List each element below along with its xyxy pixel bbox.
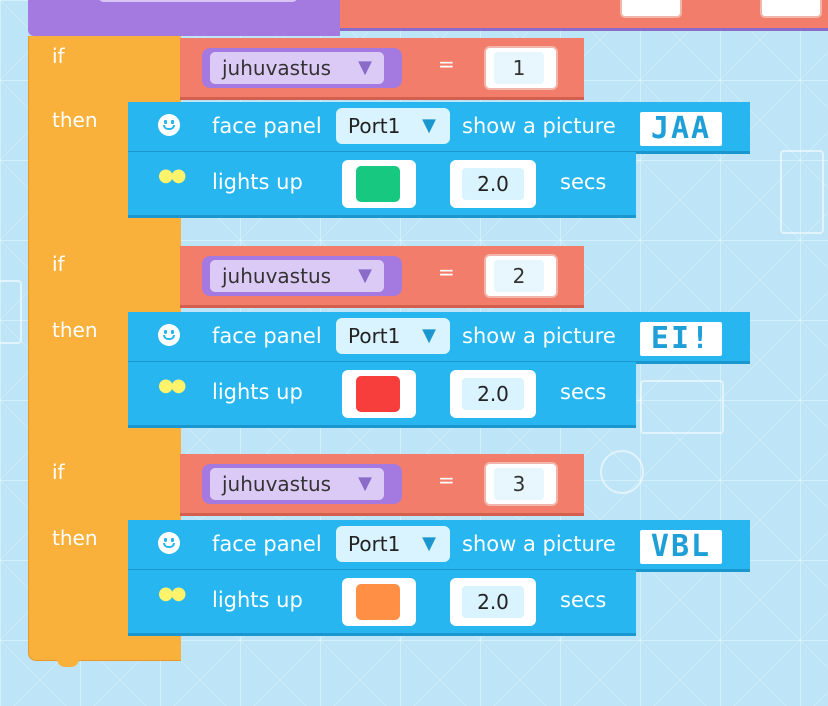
then-label: then (52, 318, 98, 342)
smiley-icon (158, 324, 180, 346)
variable-name: juhuvastus (222, 56, 332, 80)
bulbs-icon: ●● (158, 375, 186, 396)
duration-input[interactable]: 2.0 (462, 168, 524, 200)
value-slot[interactable]: 1 (484, 46, 558, 90)
color-swatch[interactable] (356, 584, 400, 620)
variable-dropdown[interactable]: juhuvastus ▼ (210, 468, 384, 500)
lights-up-block[interactable]: ●● lights up 2.0 secs (128, 362, 636, 428)
variable-name: juhuvastus (222, 472, 332, 496)
port-dropdown[interactable]: Port1 ▼ (336, 108, 450, 144)
duration-slot[interactable]: 2.0 (450, 160, 536, 208)
value-input[interactable]: 1 (494, 52, 544, 84)
secs-label: secs (560, 380, 607, 404)
secs-label: secs (560, 170, 607, 194)
decoration (600, 450, 644, 494)
lights-up-label: lights up (212, 380, 303, 404)
show-picture-label: show a picture (462, 114, 616, 138)
variable-block[interactable]: juhuvastus ▼ (202, 464, 402, 504)
face-panel-label: face panel (212, 114, 322, 138)
if-label: if (52, 44, 65, 68)
lights-up-block[interactable]: ●● lights up 2.0 secs (128, 570, 636, 636)
face-panel-block[interactable]: face panel Port1 ▼ show a picture JAA (128, 102, 750, 154)
color-slot[interactable] (342, 578, 416, 626)
value-input[interactable]: 2 (494, 260, 544, 292)
lights-up-block[interactable]: ●● lights up 2.0 secs (128, 152, 636, 218)
duration-input[interactable]: 2.0 (462, 586, 524, 618)
color-slot[interactable] (342, 370, 416, 418)
picture-field[interactable]: VBL (640, 530, 722, 564)
condition-block[interactable]: juhuvastus ▼ = 1 (180, 38, 584, 100)
previous-slot[interactable] (760, 0, 822, 18)
condition-block[interactable]: juhuvastus ▼ = 3 (180, 454, 584, 516)
triangle-down-icon: ▼ (422, 533, 436, 554)
value-slot[interactable]: 2 (484, 254, 558, 298)
if-label: if (52, 252, 65, 276)
decoration (780, 150, 824, 234)
bulbs-icon: ●● (158, 165, 186, 186)
port-value: Port1 (348, 532, 401, 556)
color-slot[interactable] (342, 160, 416, 208)
triangle-down-icon: ▼ (358, 265, 372, 286)
duration-slot[interactable]: 2.0 (450, 370, 536, 418)
block-notch (57, 659, 79, 667)
variable-name: juhuvastus (222, 264, 332, 288)
triangle-down-icon: ▼ (422, 325, 436, 346)
face-panel-block[interactable]: face panel Port1 ▼ show a picture EI! (128, 312, 750, 364)
port-value: Port1 (348, 114, 401, 138)
show-picture-label: show a picture (462, 324, 616, 348)
face-panel-block[interactable]: face panel Port1 ▼ show a picture VBL (128, 520, 750, 572)
decoration (0, 280, 22, 344)
value-slot[interactable]: 3 (484, 462, 558, 506)
picture-field[interactable]: EI! (640, 322, 722, 356)
lights-up-label: lights up (212, 170, 303, 194)
variable-dropdown[interactable]: juhuvastus ▼ (210, 52, 384, 84)
then-label: then (52, 108, 98, 132)
picture-field[interactable]: JAA (640, 112, 722, 146)
smiley-icon (158, 114, 180, 136)
smiley-icon (158, 532, 180, 554)
color-swatch[interactable] (356, 376, 400, 412)
variable-dropdown[interactable]: juhuvastus ▼ (210, 260, 384, 292)
decoration (640, 380, 724, 434)
condition-block[interactable]: juhuvastus ▼ = 2 (180, 246, 584, 308)
previous-block[interactable] (28, 0, 340, 36)
port-value: Port1 (348, 324, 401, 348)
equals-operator: = (438, 52, 455, 76)
duration-input[interactable]: 2.0 (462, 378, 524, 410)
if-label: if (52, 460, 65, 484)
bulbs-icon: ●● (158, 583, 186, 604)
variable-block[interactable]: juhuvastus ▼ (202, 256, 402, 296)
value-input[interactable]: 3 (494, 468, 544, 500)
then-label: then (52, 526, 98, 550)
port-dropdown[interactable]: Port1 ▼ (336, 526, 450, 562)
duration-slot[interactable]: 2.0 (450, 578, 536, 626)
equals-operator: = (438, 260, 455, 284)
face-panel-label: face panel (212, 324, 322, 348)
secs-label: secs (560, 588, 607, 612)
color-swatch[interactable] (356, 166, 400, 202)
lights-up-label: lights up (212, 588, 303, 612)
equals-operator: = (438, 468, 455, 492)
triangle-down-icon: ▼ (422, 115, 436, 136)
variable-block[interactable]: juhuvastus ▼ (202, 48, 402, 88)
face-panel-label: face panel (212, 532, 322, 556)
triangle-down-icon: ▼ (358, 473, 372, 494)
previous-condition-block[interactable] (340, 0, 828, 31)
show-picture-label: show a picture (462, 532, 616, 556)
previous-block-field (98, 0, 298, 2)
port-dropdown[interactable]: Port1 ▼ (336, 318, 450, 354)
previous-slot[interactable] (620, 0, 682, 18)
triangle-down-icon: ▼ (358, 57, 372, 78)
